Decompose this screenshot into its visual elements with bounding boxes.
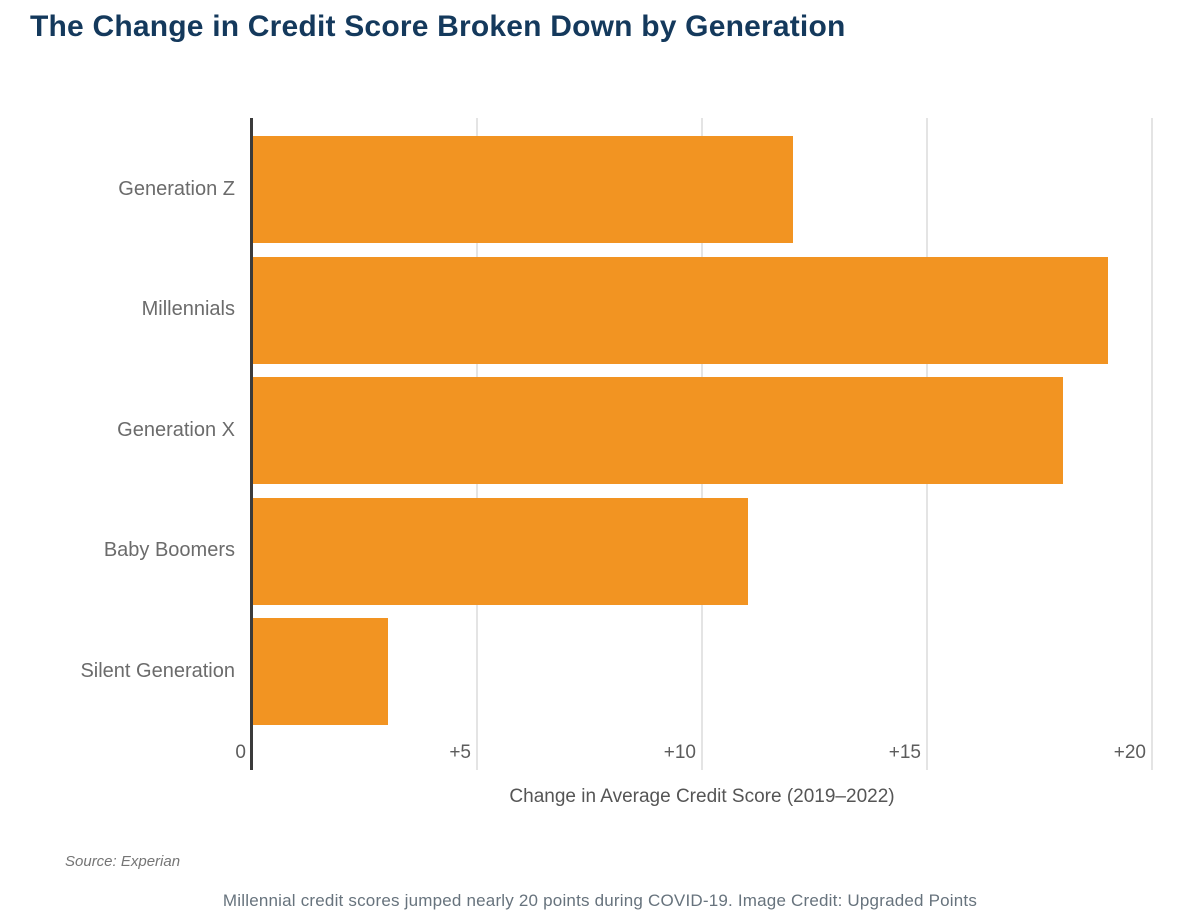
bar-generation-z xyxy=(253,136,793,243)
category-label: Generation X xyxy=(117,419,235,441)
category-label: Baby Boomers xyxy=(103,539,235,561)
category-label: Generation Z xyxy=(118,178,235,200)
x-tick-label: +10 xyxy=(663,742,696,763)
x-axis-title: Change in Average Credit Score (2019–202… xyxy=(509,786,895,807)
category-label: Millennials xyxy=(141,298,235,320)
page-title: The Change in Credit Score Broken Down b… xyxy=(30,10,846,43)
bar-silent-generation xyxy=(253,618,388,725)
x-tick-label: +5 xyxy=(449,742,471,763)
category-label: Silent Generation xyxy=(80,660,235,682)
x-tick-label: +15 xyxy=(888,742,921,763)
x-tick-label: +20 xyxy=(1113,742,1146,763)
bar-millennials xyxy=(253,257,1108,364)
x-tick-label: 0 xyxy=(235,742,246,763)
bar-generation-x xyxy=(253,377,1063,484)
source-note: Source: Experian xyxy=(65,853,181,870)
bar-baby-boomers xyxy=(253,498,748,605)
y-axis-line xyxy=(250,118,253,770)
image-caption: Millennial credit scores jumped nearly 2… xyxy=(222,891,978,910)
gridline xyxy=(1151,118,1153,770)
